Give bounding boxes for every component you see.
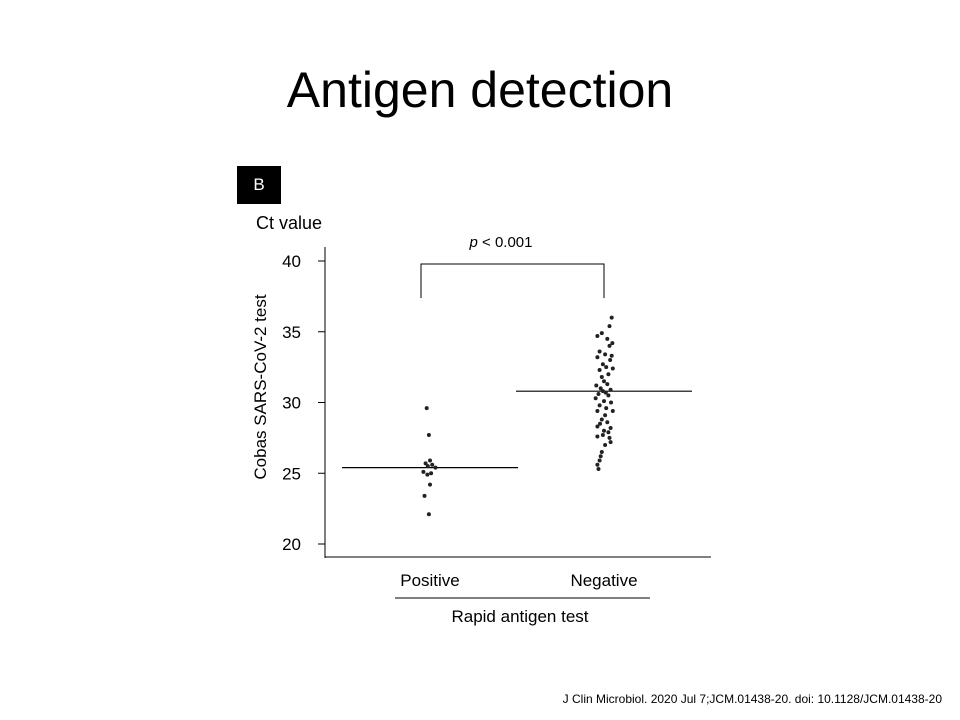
x-category-label: Negative	[570, 571, 637, 590]
data-point	[608, 440, 613, 445]
x-axis-category-labels: Positive Negative	[400, 571, 637, 590]
data-point	[599, 331, 604, 336]
data-point	[602, 428, 606, 433]
data-point	[600, 433, 605, 438]
y-axis-title: Cobas SARS-CoV-2 test	[251, 294, 270, 479]
data-point	[604, 406, 609, 411]
data-point	[609, 315, 614, 320]
data-point	[425, 472, 430, 477]
data-point	[426, 512, 431, 517]
data-point	[609, 400, 614, 405]
data-point	[429, 471, 434, 476]
data-point	[597, 349, 602, 354]
data-point	[603, 413, 608, 418]
data-point	[593, 396, 598, 401]
y-tick-label: 30	[282, 394, 301, 413]
data-point	[426, 433, 431, 438]
data-point	[597, 367, 602, 372]
data-point	[595, 333, 600, 338]
data-point	[430, 462, 435, 467]
data-point	[602, 399, 606, 404]
data-point	[605, 382, 610, 387]
data-points	[421, 315, 615, 517]
y-tick-label: 20	[282, 535, 301, 554]
data-point	[596, 467, 601, 472]
data-point	[607, 343, 612, 348]
citation: J Clin Microbiol. 2020 Jul 7;JCM.01438-2…	[562, 692, 942, 706]
data-point	[433, 465, 438, 470]
slide-title: Antigen detection	[286, 62, 674, 118]
data-point	[599, 417, 604, 422]
data-point	[422, 493, 427, 498]
data-point	[597, 403, 602, 408]
data-point	[608, 358, 613, 363]
data-point	[595, 424, 600, 429]
data-point	[425, 464, 430, 469]
data-point	[602, 379, 606, 384]
data-point	[598, 421, 603, 426]
y-tick-label: 35	[282, 323, 301, 342]
data-point	[605, 336, 610, 341]
data-point	[608, 425, 613, 430]
data-point	[606, 430, 611, 435]
x-category-label: Positive	[400, 571, 460, 590]
x-axis-title: Rapid antigen test	[451, 607, 588, 626]
y-axis-ticks: 20 25 30 35 40	[282, 252, 325, 554]
data-point	[598, 454, 603, 459]
data-point	[594, 383, 599, 388]
data-point	[603, 442, 608, 447]
y-tick-label: 40	[282, 252, 301, 271]
data-point	[607, 324, 612, 329]
y-axis-unit-label: Ct value	[256, 213, 322, 233]
data-point	[595, 408, 600, 413]
data-point	[597, 458, 602, 463]
data-point	[595, 462, 600, 467]
data-point	[603, 352, 608, 357]
data-point	[603, 390, 608, 395]
data-point	[605, 420, 610, 425]
data-point	[607, 435, 612, 440]
data-point	[606, 372, 611, 377]
data-point	[600, 362, 605, 367]
data-point	[595, 434, 600, 439]
data-point	[606, 393, 611, 398]
data-point	[599, 450, 604, 455]
data-point	[610, 366, 615, 371]
panel-label-badge: B	[237, 166, 281, 204]
data-point	[428, 458, 432, 463]
data-point	[609, 353, 614, 358]
data-point	[595, 355, 600, 360]
y-tick-label: 25	[282, 464, 301, 483]
data-point	[424, 406, 429, 411]
data-point	[421, 469, 426, 474]
p-value-annotation: p < 0.001	[469, 234, 533, 251]
p-value-italic: p	[469, 234, 478, 251]
data-point	[610, 408, 615, 413]
data-point	[610, 341, 615, 346]
p-value-text: < 0.001	[478, 234, 533, 251]
data-point	[604, 365, 609, 370]
data-point	[428, 482, 432, 487]
data-point	[598, 386, 603, 391]
data-point	[599, 375, 604, 380]
significance-bracket	[420, 263, 605, 298]
median-lines	[342, 390, 692, 469]
data-point	[423, 461, 428, 466]
data-point	[608, 387, 613, 392]
data-point	[596, 392, 601, 397]
